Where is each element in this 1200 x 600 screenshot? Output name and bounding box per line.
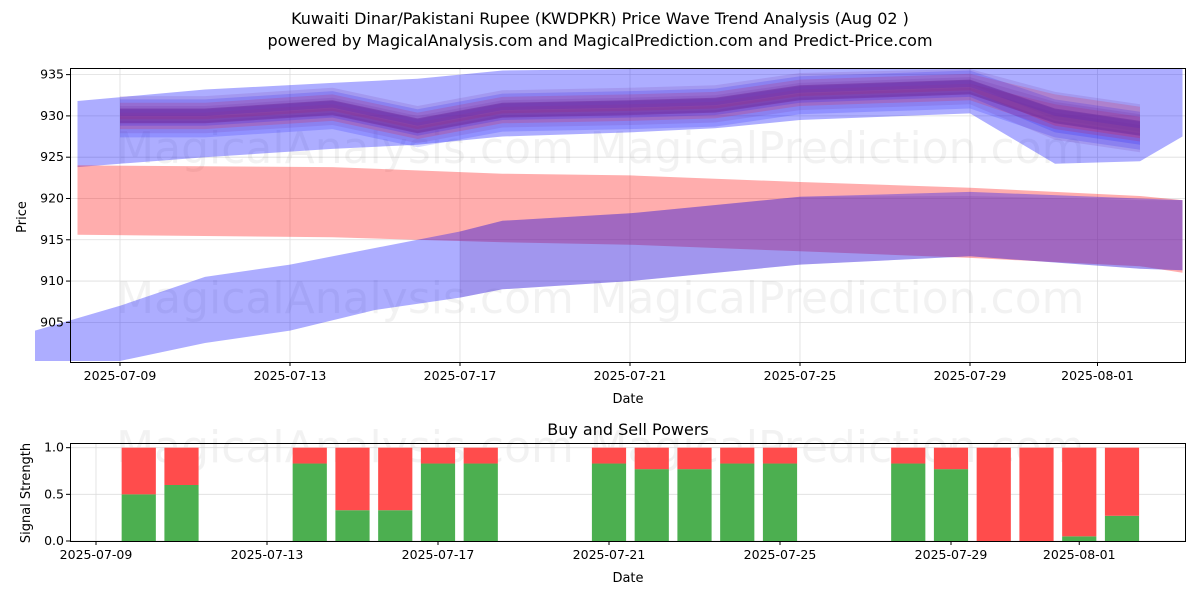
price-x-tick-label: 2025-07-09	[84, 368, 157, 383]
signal-x-tick-label: 2025-07-21	[573, 547, 646, 562]
sell-bar	[891, 447, 926, 464]
price-axes-frame	[70, 68, 1186, 363]
signal-y-tick-label: 1.0	[44, 440, 64, 455]
price-grid	[70, 68, 1185, 362]
signal-x-tick-label: 2025-07-25	[744, 547, 817, 562]
sell-bar	[420, 447, 456, 464]
price-ticks: 2025-07-09 2025-07-13 2025-07-17 2025-07-21…	[40, 67, 1134, 383]
price-y-tick-label: 935	[40, 67, 64, 82]
sell-bar	[292, 447, 327, 464]
sell-bar	[335, 447, 370, 511]
signal-y-tick-label: 0.0	[44, 533, 64, 548]
sell-bar	[677, 447, 712, 470]
wave-ribbon	[120, 87, 1140, 153]
buy-bar	[164, 485, 199, 541]
sell-bar	[1019, 447, 1054, 541]
wave-ribbon	[120, 91, 1140, 150]
signal-x-tick-label: 2025-07-09	[60, 547, 133, 562]
signal-y-tick-label: 0.5	[44, 486, 64, 501]
lower-purple-overlap	[460, 196, 1183, 298]
buy-bar	[762, 463, 798, 541]
buy-bar	[1104, 515, 1140, 541]
price-y-tick-label: 915	[40, 232, 64, 247]
buy-bar	[335, 510, 370, 541]
signal-x-label: Date	[612, 571, 643, 586]
lower-blue-band	[35, 191, 1183, 361]
signal-x-tick-label: 2025-08-01	[1043, 547, 1116, 562]
sell-bar	[378, 447, 413, 511]
buy-bar	[891, 463, 926, 541]
buy-bar	[292, 463, 327, 541]
sell-bar	[463, 447, 498, 464]
signal-x-tick-label: 2025-07-13	[231, 547, 304, 562]
buy-bar	[933, 469, 969, 541]
sell-bar	[121, 447, 156, 495]
price-y-label: Price	[15, 201, 30, 233]
price-x-label: Date	[612, 392, 643, 407]
signal-ticks: 2025-07-09 2025-07-13 2025-07-17 2025-07-21…	[44, 440, 1115, 562]
signal-y-label: Signal Strength	[19, 443, 34, 543]
buy-bar	[420, 463, 456, 541]
price-y-tick-label: 910	[40, 273, 64, 288]
watermark-analysis-2: MagicalAnalysis.com	[116, 273, 574, 324]
price-x-tick-label: 2025-07-17	[424, 368, 497, 383]
chart-title: Kuwaiti Dinar/Pakistani Rupee (KWDPKR) P…	[0, 8, 1200, 52]
title-line-1: Kuwaiti Dinar/Pakistani Rupee (KWDPKR) P…	[291, 9, 909, 28]
sell-bar	[762, 447, 798, 464]
price-x-tick-label: 2025-07-25	[764, 368, 837, 383]
buy-bar	[591, 463, 627, 541]
price-y-tick-label: 925	[40, 149, 64, 164]
pink-band	[77, 165, 1183, 273]
price-x-tick-label: 2025-07-21	[594, 368, 667, 383]
sell-bar	[634, 447, 669, 470]
buy-bar	[1062, 536, 1097, 541]
title-line-2: powered by MagicalAnalysis.com and Magic…	[267, 31, 933, 50]
signal-chart-title: Buy and Sell Powers	[547, 420, 709, 439]
price-x-tick-label: 2025-08-01	[1061, 368, 1134, 383]
signal-axes-frame	[70, 443, 1186, 542]
sell-bar	[1104, 447, 1140, 516]
price-y-tick-label: 905	[40, 314, 64, 329]
sell-bar	[976, 447, 1011, 541]
signal-x-tick-label: 2025-07-17	[402, 547, 475, 562]
buy-bar	[677, 469, 712, 541]
sell-bar	[933, 447, 969, 470]
buy-bar	[463, 463, 498, 541]
buy-bar	[121, 494, 156, 541]
sell-bar	[164, 447, 199, 485]
wave-core	[120, 79, 1140, 136]
price-x-tick-label: 2025-07-29	[934, 368, 1007, 383]
price-y-tick-label: 920	[40, 190, 64, 205]
price-watermarks: MagicalAnalysis.com MagicalPrediction.co…	[116, 123, 1084, 324]
buy-bar	[378, 510, 413, 541]
price-series	[35, 69, 1183, 361]
sell-bar	[1062, 447, 1097, 537]
signal-bars	[121, 447, 1140, 541]
price-x-tick-label: 2025-07-13	[254, 368, 327, 383]
watermark-prediction-2: MagicalPrediction.com	[590, 273, 1085, 324]
watermark-analysis-1: MagicalAnalysis.com	[116, 123, 574, 174]
price-y-tick-label: 930	[40, 108, 64, 123]
sell-bar	[720, 447, 755, 464]
buy-bar	[634, 469, 669, 541]
signal-x-tick-label: 2025-07-29	[915, 547, 988, 562]
watermark-prediction-1: MagicalPrediction.com	[590, 123, 1085, 174]
buy-bar	[720, 463, 755, 541]
sell-bar	[591, 447, 627, 464]
